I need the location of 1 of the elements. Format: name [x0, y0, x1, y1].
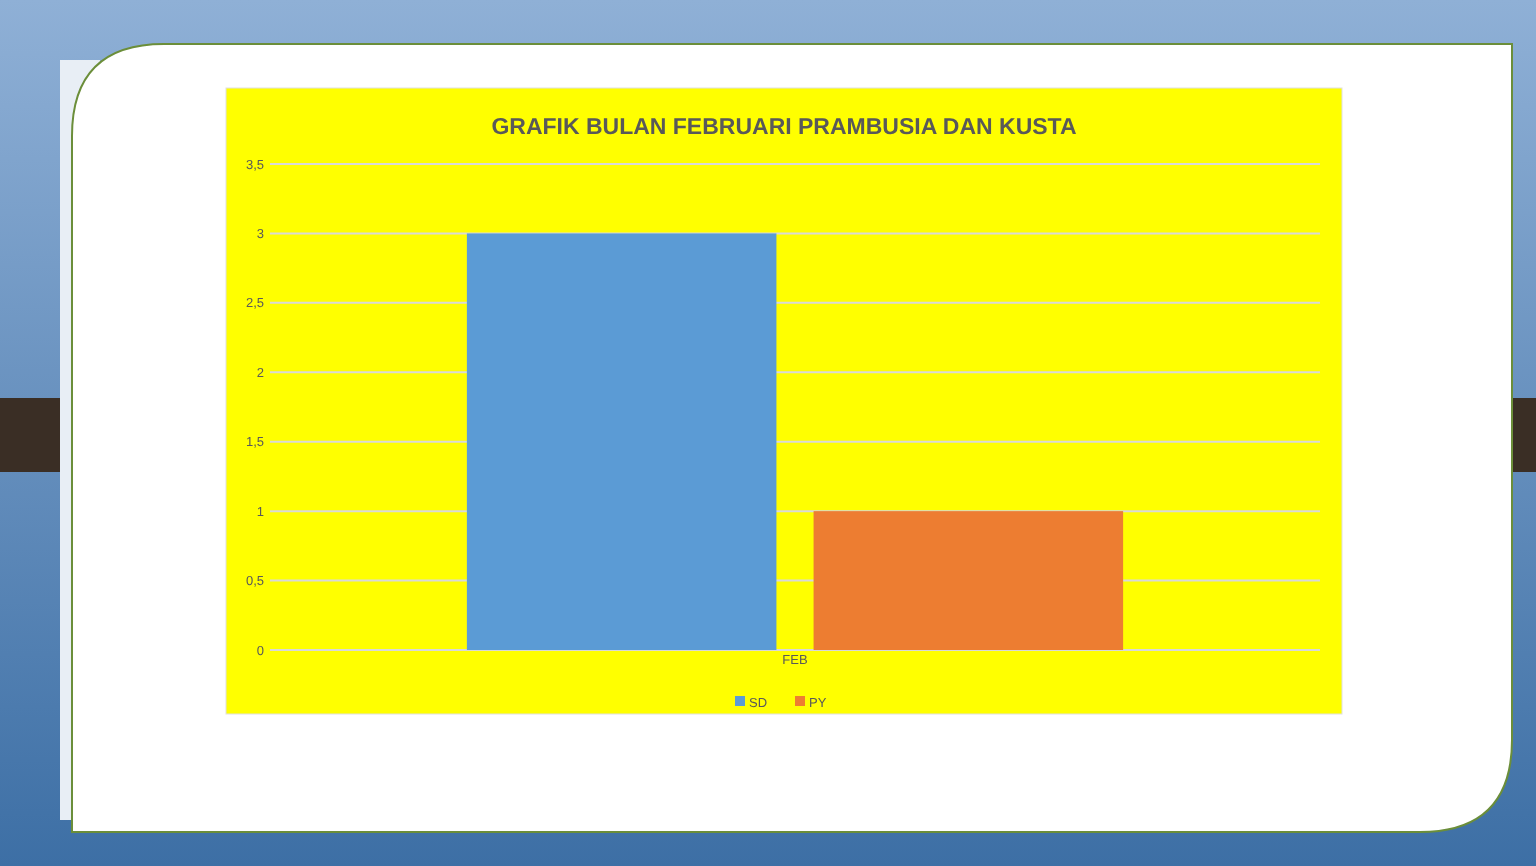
chart-title: GRAFIK BULAN FEBRUARI PRAMBUSIA DAN KUSTA: [491, 116, 1077, 140]
